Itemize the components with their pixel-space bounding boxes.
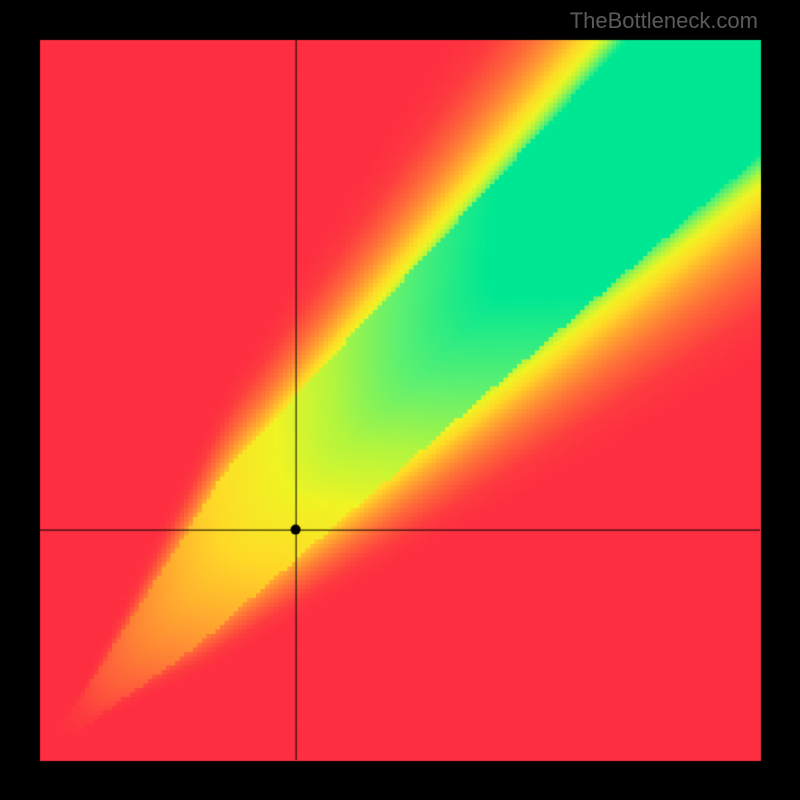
watermark: TheBottleneck.com (570, 8, 758, 34)
bottleneck-heatmap (0, 0, 800, 800)
